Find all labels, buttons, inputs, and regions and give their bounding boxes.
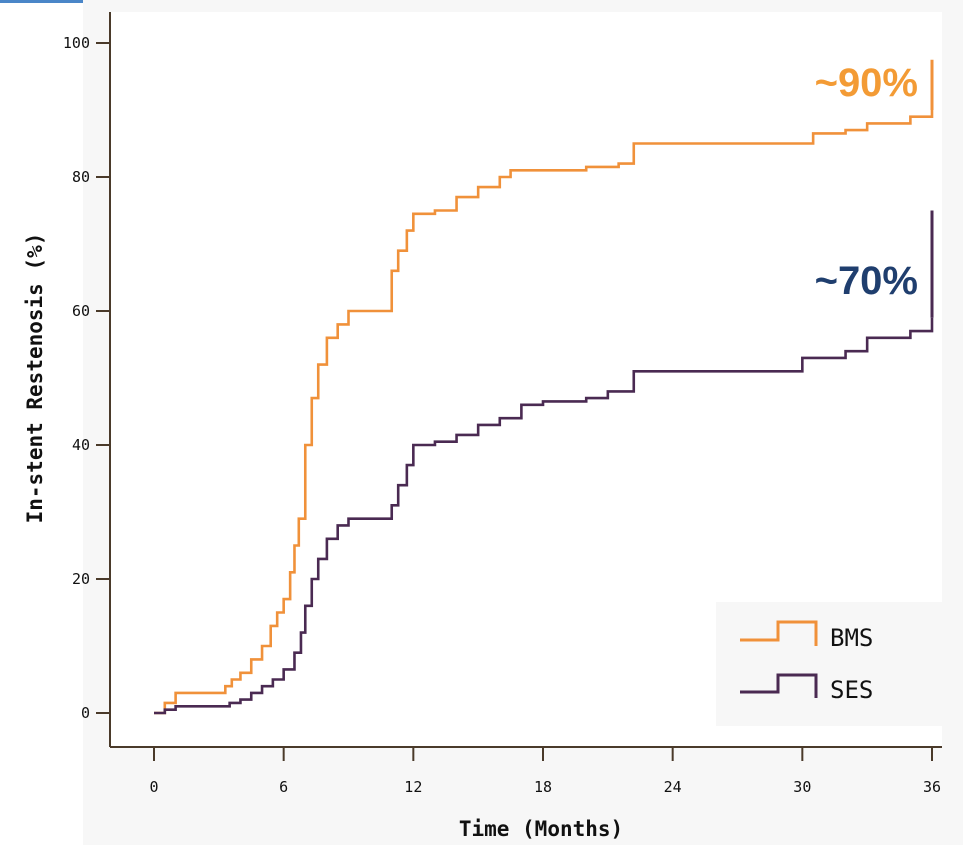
legend-label-ses: SES (830, 676, 873, 704)
x-tick-label: 36 (923, 778, 941, 796)
x-tick-label: 6 (279, 778, 288, 796)
y-tick-label: 80 (72, 168, 90, 186)
y-tick-label: 40 (72, 436, 90, 454)
series-line-ses (154, 317, 934, 715)
legend-swatch-bms (740, 620, 818, 646)
x-tick-label: 18 (534, 778, 552, 796)
x-tick-label: 0 (149, 778, 158, 796)
x-tick-label: 24 (664, 778, 682, 796)
annotation-bms-value: ~90% (815, 61, 918, 105)
x-tick-label: 12 (404, 778, 422, 796)
y-tick-label: 60 (72, 302, 90, 320)
legend-box (716, 602, 942, 726)
annotation-ses-value: ~70% (815, 259, 918, 303)
legend: BMS SES (716, 602, 942, 726)
legend-label-bms: BMS (830, 624, 873, 652)
x-axis-title: Time (Months) (459, 817, 623, 841)
y-tick-label: 20 (72, 570, 90, 588)
x-tick-label: 30 (793, 778, 811, 796)
series-line-bms (154, 110, 934, 715)
y-tick-label: 100 (63, 34, 90, 52)
legend-swatch-ses (740, 673, 818, 698)
y-axis-title: In-stent Restenosis (%) (23, 233, 47, 524)
y-tick-label: 0 (81, 704, 90, 722)
